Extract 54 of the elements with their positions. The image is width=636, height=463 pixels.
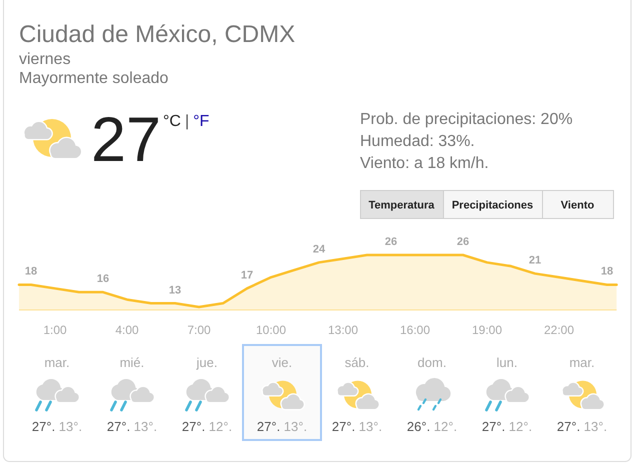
- data-label: 13: [168, 284, 182, 296]
- text: 27°.: [32, 419, 56, 434]
- text: 13°.: [58, 419, 82, 434]
- x-tick-label: 1:00: [43, 323, 67, 338]
- text: 27°.: [482, 419, 506, 434]
- text: 12°.: [508, 419, 532, 434]
- data-label: 26: [456, 236, 470, 248]
- text: |: [184, 113, 190, 130]
- text: sáb.: [344, 355, 370, 370]
- text: 13°.: [358, 419, 382, 434]
- text: lun.: [496, 355, 518, 370]
- data-label: 18: [600, 266, 614, 278]
- x-tick-label: 13:00: [328, 323, 358, 338]
- text: 13°.: [584, 419, 608, 434]
- text: 27°.: [182, 419, 206, 434]
- text: 13°.: [284, 419, 308, 434]
- text: Precipitaciones: [452, 200, 534, 212]
- data-label: 26: [384, 236, 398, 248]
- text: dom.: [418, 355, 446, 370]
- x-tick-label: 4:00: [115, 323, 139, 338]
- text: mar.: [44, 355, 70, 370]
- text: mar.: [569, 355, 595, 370]
- text: 27°.: [106, 419, 130, 434]
- text: 27: [91, 105, 162, 175]
- text: 12°.: [434, 419, 458, 434]
- text: Viento: a 18 km/h.: [360, 155, 489, 172]
- text: viernes: [19, 51, 71, 68]
- text: 12°.: [208, 419, 232, 434]
- data-label: 21: [528, 254, 542, 267]
- text: 27°.: [332, 419, 356, 434]
- text: Prob. de precipitaciones: 20%: [360, 111, 573, 128]
- text: 27°.: [256, 419, 280, 434]
- text: Viento: [560, 200, 594, 212]
- text: 27°.: [556, 419, 580, 434]
- text: Ciudad de México, CDMX: [19, 21, 296, 48]
- text: °F: [193, 113, 210, 130]
- x-tick-label: 19:00: [472, 323, 502, 338]
- text: jue.: [196, 355, 218, 370]
- text: 13°.: [134, 419, 158, 434]
- text: vie.: [272, 355, 292, 370]
- data-label: 18: [24, 266, 38, 278]
- x-tick-label: 7:00: [187, 323, 211, 338]
- x-tick-label: 22:00: [544, 323, 574, 338]
- text: Temperatura: [368, 200, 436, 212]
- text: 26°.: [406, 419, 430, 434]
- text: Humedad: 33%.: [360, 133, 475, 150]
- text: Mayormente soleado: [19, 70, 169, 87]
- x-tick-label: 16:00: [400, 323, 430, 338]
- data-label: 17: [240, 269, 254, 282]
- data-label: 24: [312, 243, 326, 256]
- data-label: 16: [96, 273, 110, 286]
- x-tick-label: 10:00: [256, 323, 286, 338]
- text: °C: [163, 113, 181, 130]
- text: mié.: [120, 355, 144, 370]
